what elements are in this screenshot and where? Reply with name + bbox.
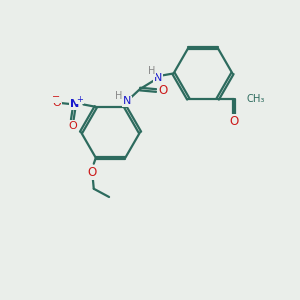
Text: H: H	[115, 91, 122, 100]
Text: N: N	[154, 73, 162, 83]
Text: O: O	[52, 98, 61, 108]
Text: H: H	[148, 66, 155, 76]
Text: O: O	[158, 84, 167, 97]
Text: O: O	[229, 115, 239, 128]
Text: N: N	[123, 96, 131, 106]
Text: −: −	[52, 92, 60, 102]
Text: +: +	[76, 95, 83, 104]
Text: O: O	[88, 166, 97, 179]
Text: O: O	[68, 121, 76, 131]
Text: CH₃: CH₃	[246, 94, 265, 104]
Text: N: N	[70, 100, 79, 110]
